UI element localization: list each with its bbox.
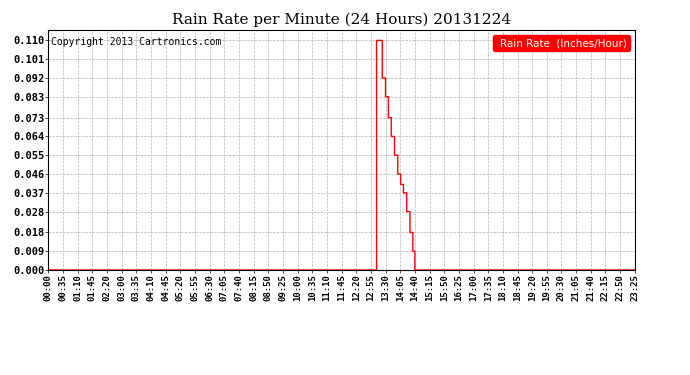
Legend: Rain Rate  (Inches/Hour): Rain Rate (Inches/Hour) <box>493 35 629 51</box>
Title: Rain Rate per Minute (24 Hours) 20131224: Rain Rate per Minute (24 Hours) 20131224 <box>172 13 511 27</box>
Text: Copyright 2013 Cartronics.com: Copyright 2013 Cartronics.com <box>51 37 221 47</box>
